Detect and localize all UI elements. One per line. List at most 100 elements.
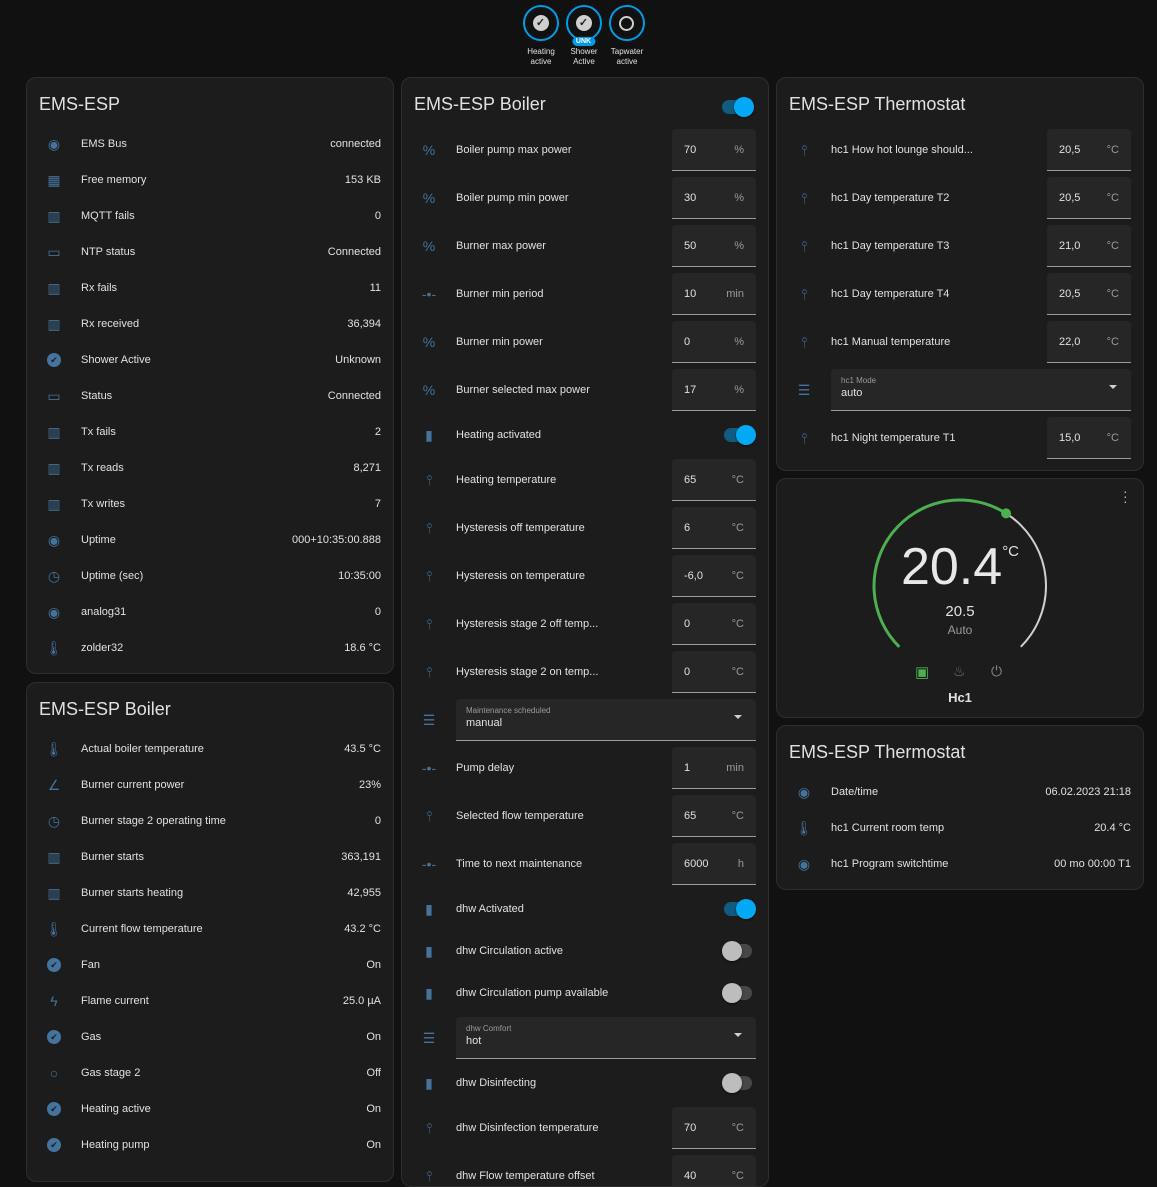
list-item-time-to-next-maintenance: -•- Time to next maintenance 6000 h <box>402 840 768 888</box>
list-item-free-memory[interactable]: ▦ Free memory 153 KB <box>27 162 393 198</box>
list-item-status[interactable]: ▭ Status Connected <box>27 378 393 414</box>
row-label: Fan <box>81 959 100 971</box>
boiler-master-toggle[interactable] <box>722 97 754 117</box>
input-value[interactable]: -6,0 <box>684 569 703 582</box>
list-item-tx-writes[interactable]: ▥ Tx writes 7 <box>27 486 393 522</box>
number-input[interactable]: -6,0 °C <box>672 555 756 597</box>
toggle-switch[interactable] <box>724 425 756 445</box>
number-input[interactable]: 21,0 °C <box>1047 225 1131 267</box>
badge-1[interactable]: ✓ UNK Shower Active <box>565 5 602 67</box>
input-value[interactable]: 17 <box>684 383 697 396</box>
list-item-tx-fails[interactable]: ▥ Tx fails 2 <box>27 414 393 450</box>
number-input[interactable]: 65 °C <box>672 795 756 837</box>
input-value[interactable]: 65 <box>684 473 697 486</box>
list-item-heating-pump[interactable]: ✔ Heating pump On <box>27 1127 393 1163</box>
number-input[interactable]: 17% <box>672 369 756 411</box>
list-item-burner-starts-heating[interactable]: ▥ Burner starts heating 42,955 <box>27 875 393 911</box>
number-input[interactable]: 0 °C <box>672 651 756 693</box>
number-input[interactable]: 20,5 °C <box>1047 177 1131 219</box>
input-value[interactable]: 0 <box>684 665 691 678</box>
list-item-heating-active[interactable]: ✔ Heating active On <box>27 1091 393 1127</box>
list-item-gas-stage-2[interactable]: ○ Gas stage 2 Off <box>27 1055 393 1091</box>
input-value[interactable]: 20,5 <box>1059 191 1081 204</box>
number-input[interactable]: 70 °C <box>672 1107 756 1149</box>
list-item-uptime-sec-[interactable]: ◷ Uptime (sec) 10:35:00 <box>27 558 393 594</box>
input-value[interactable]: 1 <box>684 761 691 774</box>
number-input[interactable]: 20,5 °C <box>1047 273 1131 315</box>
badge-0[interactable]: ✓ Heating active <box>522 5 559 67</box>
number-input[interactable]: 65 °C <box>672 459 756 501</box>
list-item-mqtt-fails[interactable]: ▥ MQTT fails 0 <box>27 198 393 234</box>
list-item-date-time[interactable]: ◉ Date/time 06.02.2023 21:18 <box>777 774 1143 810</box>
input-value[interactable]: 0 <box>684 617 691 630</box>
thermostat-dial[interactable] <box>777 479 1144 718</box>
select-field[interactable]: Maintenance scheduled manual <box>456 699 756 741</box>
input-value[interactable]: 70 <box>684 143 697 156</box>
target-temperature[interactable]: 20.5 <box>945 603 975 620</box>
input-value[interactable]: 21,0 <box>1059 239 1081 252</box>
input-value[interactable]: 65 <box>684 809 697 822</box>
list-item-flame-current[interactable]: ϟ Flame current 25.0 µA <box>27 983 393 1019</box>
row-label: Hysteresis stage 2 off temp... <box>456 618 599 630</box>
input-value[interactable]: 20,5 <box>1059 143 1081 156</box>
list-item-shower-active[interactable]: ✔ Shower Active Unknown <box>27 342 393 378</box>
list-item-actual-boiler-temperature[interactable]: 🌡 Actual boiler temperature 43.5 °C <box>27 731 393 767</box>
list-item-ems-bus[interactable]: ◉ EMS Bus connected <box>27 126 393 162</box>
number-input[interactable]: 50% <box>672 225 756 267</box>
toggle-switch[interactable] <box>724 899 756 919</box>
list-item-hc1-current-room-temp[interactable]: 🌡 hc1 Current room temp 20.4 °C <box>777 810 1143 846</box>
input-value[interactable]: 15,0 <box>1059 431 1081 444</box>
select-field[interactable]: hc1 Mode auto <box>831 369 1131 411</box>
list-item-burner-current-power[interactable]: ∠ Burner current power 23% <box>27 767 393 803</box>
input-value[interactable]: 6 <box>684 521 691 534</box>
list-item-hc1-program-switchtime[interactable]: ◉ hc1 Program switchtime 00 mo 00:00 T1 <box>777 846 1143 882</box>
number-input[interactable]: 0 °C <box>672 603 756 645</box>
badge-circle[interactable]: ✓ UNK <box>565 5 602 46</box>
number-input[interactable]: 15,0 °C <box>1047 417 1131 459</box>
more-options-icon[interactable]: · · · <box>1123 483 1128 509</box>
fire-icon[interactable]: ♨ <box>953 663 966 679</box>
input-value[interactable]: 22,0 <box>1059 335 1081 348</box>
monitor-icon: ▭ <box>47 243 61 260</box>
badge-circle[interactable] <box>608 5 645 41</box>
number-input[interactable]: 0% <box>672 321 756 363</box>
number-input[interactable]: 6 °C <box>672 507 756 549</box>
number-input[interactable]: 1 min <box>672 747 756 789</box>
number-input[interactable]: 20,5 °C <box>1047 129 1131 171</box>
input-value[interactable]: 40 <box>684 1169 697 1182</box>
number-input[interactable]: 30% <box>672 177 756 219</box>
list-item-uptime[interactable]: ◉ Uptime 000+10:35:00.888 <box>27 522 393 558</box>
toggle-switch[interactable] <box>722 941 752 961</box>
toggle-switch[interactable] <box>722 983 752 1003</box>
list-item-current-flow-temperature[interactable]: 🌡 Current flow temperature 43.2 °C <box>27 911 393 947</box>
toggle-switch[interactable] <box>722 1073 752 1093</box>
list-item-zolder32[interactable]: 🌡 zolder32 18.6 °C <box>27 630 393 666</box>
list-item-rx-received[interactable]: ▥ Rx received 36,394 <box>27 306 393 342</box>
badge-circle[interactable]: ✓ <box>522 5 559 41</box>
badge-2[interactable]: Tapwater active <box>608 5 645 67</box>
input-value[interactable]: 50 <box>684 239 697 252</box>
input-value[interactable]: 6000 <box>684 857 709 870</box>
input-value[interactable]: 10 <box>684 287 697 300</box>
input-value[interactable]: 70 <box>684 1121 697 1134</box>
list-item-fan[interactable]: ✔ Fan On <box>27 947 393 983</box>
list-item-gas[interactable]: ✔ Gas On <box>27 1019 393 1055</box>
input-value[interactable]: 0 <box>684 335 691 348</box>
list-item-burner-stage-2-operating-time[interactable]: ◷ Burner stage 2 operating time 0 <box>27 803 393 839</box>
list-item-tx-reads[interactable]: ▥ Tx reads 8,271 <box>27 450 393 486</box>
list-item-rx-fails[interactable]: ▥ Rx fails 11 <box>27 270 393 306</box>
list-item-ntp-status[interactable]: ▭ NTP status Connected <box>27 234 393 270</box>
number-input[interactable]: 6000 h <box>672 843 756 885</box>
number-input[interactable]: 40 °C <box>672 1155 756 1186</box>
input-value[interactable]: 30 <box>684 191 697 204</box>
list-item-burner-starts[interactable]: ▥ Burner starts 363,191 <box>27 839 393 875</box>
number-input[interactable]: 22,0 °C <box>1047 321 1131 363</box>
calendar-sync-icon[interactable]: ▣ <box>915 664 930 681</box>
select-field[interactable]: dhw Comfort hot <box>456 1017 756 1059</box>
power-icon[interactable]: ⏻ <box>991 663 1003 679</box>
list-item-analog31[interactable]: ◉ analog31 0 <box>27 594 393 630</box>
number-input[interactable]: 10 min <box>672 273 756 315</box>
target-handle[interactable] <box>1001 508 1012 519</box>
input-value[interactable]: 20,5 <box>1059 287 1081 300</box>
number-input[interactable]: 70% <box>672 129 756 171</box>
